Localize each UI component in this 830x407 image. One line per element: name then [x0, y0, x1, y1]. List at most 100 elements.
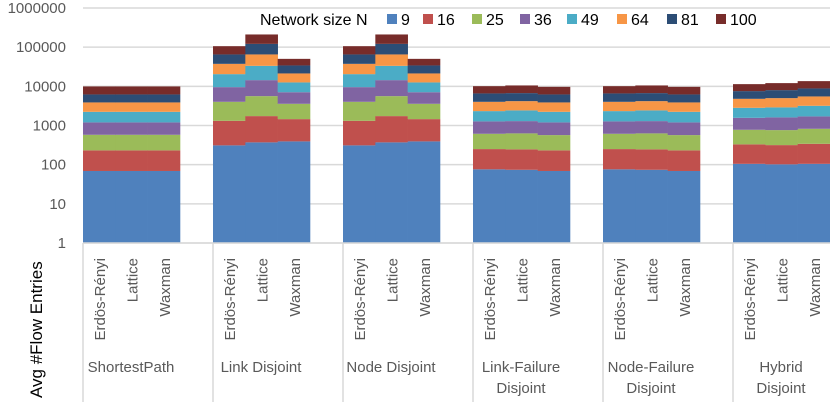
bar-segment	[375, 34, 408, 44]
x-group-label: Node-Failure	[608, 359, 695, 376]
x-category-label: Waxman	[547, 258, 564, 317]
y-tick-label: 1000000	[8, 0, 66, 17]
bar-segment	[733, 98, 766, 108]
x-group-label: Link-Failure	[482, 359, 560, 376]
bar-segment	[147, 122, 181, 135]
bar-segment	[505, 149, 538, 170]
bar-segment	[213, 87, 246, 102]
x-category-label: Lattice	[775, 258, 792, 302]
legend-swatch	[472, 14, 482, 24]
bar-segment	[147, 111, 181, 123]
bar-segment	[537, 111, 571, 123]
bar-segment	[407, 58, 441, 66]
y-tick-label: 10000	[24, 78, 66, 95]
bar-segment	[115, 170, 148, 243]
bar-segment	[635, 101, 668, 111]
bar-segment	[635, 85, 668, 94]
bar-segment	[667, 102, 701, 112]
bar-segment	[667, 150, 701, 171]
bar-segment	[537, 150, 571, 171]
bar-segment	[473, 169, 506, 243]
bar-segment	[407, 119, 441, 142]
x-group-label: ShortestPath	[88, 359, 175, 376]
bar-segment	[537, 170, 571, 243]
bar-segment	[375, 80, 408, 97]
bar-segment	[765, 164, 798, 243]
bar-segment	[765, 145, 798, 165]
bar-segment	[375, 116, 408, 143]
x-group-label: Disjoint	[756, 380, 806, 397]
bar-segment	[505, 93, 538, 102]
bar-segment	[277, 65, 311, 74]
bar-segment	[473, 101, 506, 112]
legend-item: 49	[567, 12, 599, 29]
bar-segment	[765, 130, 798, 146]
x-group-label: Disjoint	[496, 380, 546, 397]
bar-segment	[635, 133, 668, 150]
bar-segment	[147, 86, 181, 95]
bar-segment	[603, 121, 636, 134]
bar-segment	[473, 133, 506, 150]
legend-label: 16	[437, 12, 455, 29]
bar-segment	[505, 121, 538, 134]
y-tick-label: 1	[58, 235, 66, 252]
bar-segment	[635, 93, 668, 102]
x-group-label: Link Disjoint	[221, 359, 303, 376]
bar-segment	[375, 142, 408, 243]
legend-swatch	[567, 14, 577, 24]
bar-segment	[635, 149, 668, 170]
x-category-label: Lattice	[255, 258, 272, 302]
legend-item: 9	[387, 12, 410, 29]
bar-segment	[473, 86, 506, 94]
bar-segment	[505, 110, 538, 122]
bar-segment	[603, 111, 636, 122]
x-category-label: Erdös-Rényi	[482, 258, 499, 341]
bar-segment	[83, 86, 116, 95]
bar-segment	[407, 92, 441, 104]
bar-segment	[733, 107, 766, 118]
legend: Network size N 9 16 25 36 49 64 81 100	[260, 12, 757, 29]
bar-segment	[115, 122, 148, 135]
bar-segment	[667, 122, 701, 136]
bar-segment	[213, 74, 246, 88]
bar-segment	[505, 169, 538, 243]
x-category-label: Erdös-Rényi	[222, 258, 239, 341]
bar-segment	[797, 105, 830, 117]
bar-segment	[733, 91, 766, 99]
bar-segment	[797, 128, 830, 144]
legend-label: 36	[534, 12, 552, 29]
bar-segment	[797, 96, 830, 106]
x-category-label: Waxman	[677, 258, 694, 317]
bar-segment	[213, 54, 246, 64]
x-category-label: Waxman	[807, 258, 824, 317]
bar-segment	[147, 134, 181, 151]
bar-segment	[797, 143, 830, 164]
bar-segment	[537, 135, 571, 151]
bar-segment	[375, 54, 408, 66]
bar-segment	[343, 87, 376, 102]
bar-segment	[277, 103, 311, 120]
bar-segment	[245, 65, 278, 81]
bar-segment	[765, 98, 798, 108]
bar-segment	[733, 117, 766, 130]
bar-segment	[733, 163, 766, 243]
bar-segment	[83, 150, 116, 171]
bar-segment	[147, 150, 181, 171]
bar-segment	[407, 82, 441, 93]
bar-segment	[603, 101, 636, 112]
legend-swatch	[423, 14, 433, 24]
bar-segment	[115, 86, 148, 95]
bar-segment	[635, 121, 668, 134]
bar-segment	[343, 54, 376, 64]
bar-segment	[115, 134, 148, 151]
bar-segment	[375, 65, 408, 81]
x-category-label: Waxman	[417, 258, 434, 317]
bar-segment	[213, 101, 246, 121]
bar-segment	[115, 150, 148, 171]
bar-segment	[797, 81, 830, 89]
x-category-label: Erdös-Rényi	[612, 258, 629, 341]
bar-segment	[213, 145, 246, 243]
bar-segment	[343, 46, 376, 55]
bar-segment	[603, 93, 636, 102]
y-tick-label: 100000	[16, 39, 66, 56]
